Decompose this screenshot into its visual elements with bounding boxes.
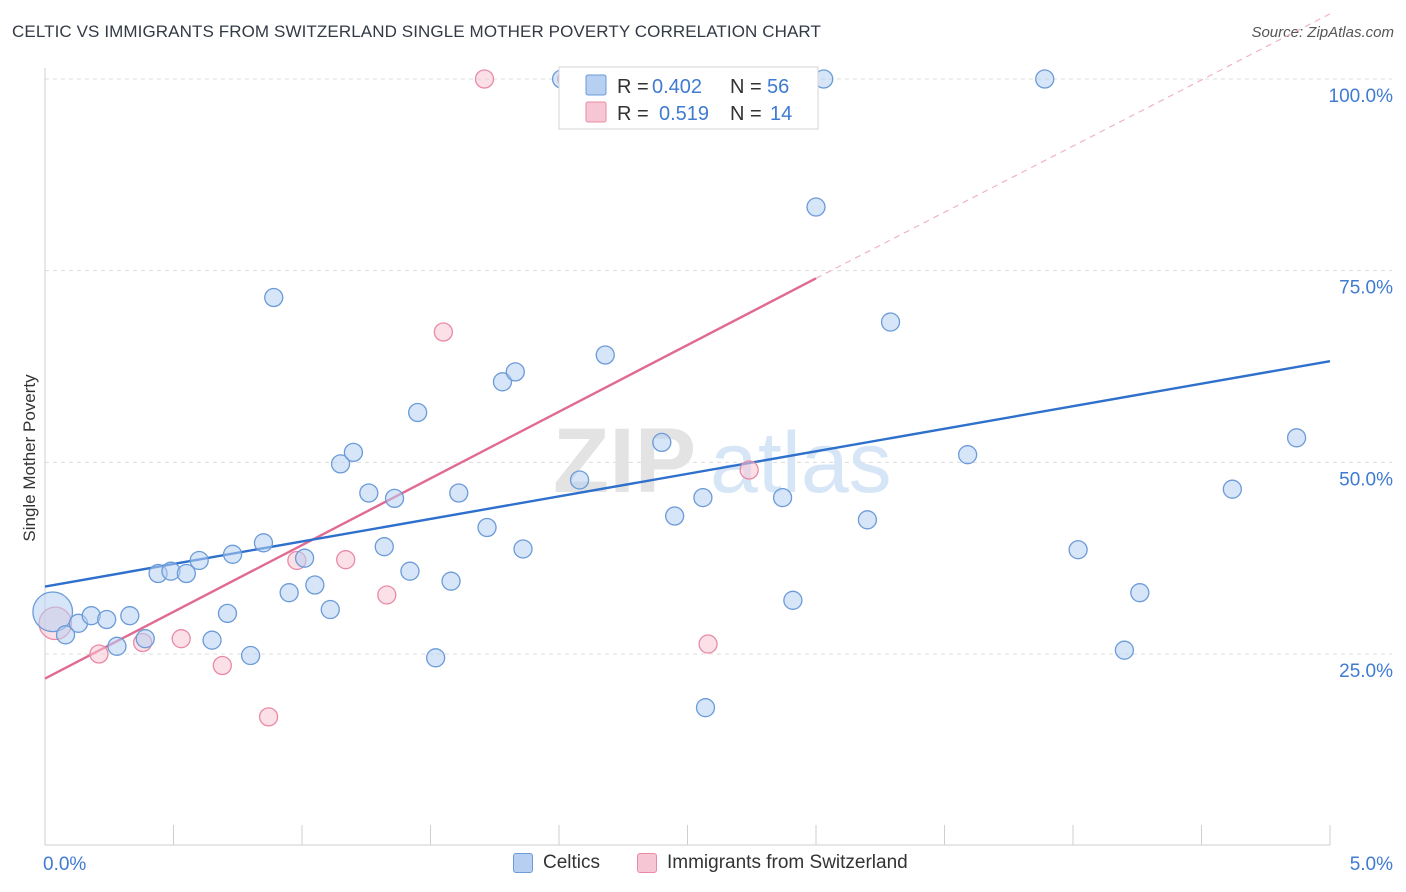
axes — [44, 68, 1331, 846]
x-tick-label: 0.0% — [43, 854, 86, 875]
point-celtic — [407, 402, 428, 423]
point-celtic — [294, 548, 315, 568]
point-swiss — [698, 634, 718, 654]
y-tick-label: 100.0% — [1329, 86, 1394, 107]
point-swiss — [474, 69, 495, 89]
point-celtic — [505, 362, 525, 382]
point-celtic — [359, 483, 379, 503]
point-celtic — [569, 470, 590, 490]
point-celtic — [449, 483, 469, 503]
legend-r-value-celtics: 0.402 — [652, 76, 702, 98]
point-celtic — [222, 544, 243, 564]
point-celtic — [240, 645, 261, 666]
point-celtic — [120, 606, 140, 626]
point-celtic — [695, 698, 716, 718]
point-celtic — [1286, 428, 1307, 448]
legend-r-label-swiss: R = — [617, 103, 649, 125]
point-celtic — [1114, 640, 1135, 660]
point-celtic — [857, 510, 878, 530]
point-celtic — [264, 287, 284, 308]
point-celtic — [55, 625, 76, 645]
point-celtic — [1130, 583, 1150, 603]
point-celtic — [693, 487, 713, 508]
point-celtic — [1222, 479, 1242, 499]
watermark-atlas: atlas — [710, 415, 892, 511]
legend-n-value-swiss: 14 — [770, 103, 792, 125]
legend-swatch-swiss — [585, 101, 607, 123]
point-celtic — [665, 506, 685, 526]
legend-bottom-swatch-celtics — [513, 853, 533, 873]
legend-label-swiss: Immigrants from Switzerland — [667, 852, 908, 873]
point-celtic — [279, 583, 299, 603]
point-celtic — [343, 442, 364, 463]
point-celtic — [492, 372, 513, 392]
legend-n-label-swiss: N = — [730, 103, 762, 125]
point-swiss — [89, 644, 109, 664]
point-celtic — [1068, 540, 1088, 560]
legend-bottom: Celtics Immigrants from Switzerland — [0, 852, 1406, 880]
point-celtic — [384, 488, 405, 509]
point-swiss — [739, 460, 759, 480]
y-tick-label: 75.0% — [1339, 278, 1393, 299]
tick-labels: 25.0% 50.0% 75.0% 100.0% 0.0% 5.0% — [43, 86, 1393, 875]
point-celtic — [253, 533, 274, 553]
legend-item-swiss: Immigrants from Switzerland — [637, 852, 908, 874]
point-swiss — [212, 655, 232, 676]
point-swiss — [336, 550, 356, 570]
point-celtic — [202, 630, 222, 650]
data-points — [32, 69, 1307, 727]
legend-n-value-celtics: 56 — [767, 76, 789, 98]
legend-top: R = 0.402 N = 56 R = 0.519 N = 14 — [558, 66, 819, 130]
point-celtic — [880, 312, 901, 332]
point-celtic — [176, 563, 197, 584]
watermark: ZIP atlas — [553, 410, 892, 512]
trend-line-swiss — [44, 277, 817, 680]
point-celtic — [513, 539, 533, 559]
legend-label-celtics: Celtics — [543, 852, 601, 873]
point-celtic — [217, 603, 238, 624]
point-celtic — [595, 345, 615, 365]
legend-r-value-swiss: 0.519 — [659, 103, 709, 125]
point-swiss — [377, 585, 397, 605]
point-celtic — [477, 517, 497, 538]
point-celtic — [652, 432, 672, 453]
point-celtic — [1035, 69, 1055, 89]
point-celtic — [135, 629, 155, 649]
point-celtic — [189, 550, 209, 571]
point-celtic — [772, 487, 793, 508]
point-celtic — [32, 591, 74, 633]
point-celtic — [400, 561, 420, 581]
point-celtic — [425, 648, 446, 668]
point-celtic — [305, 575, 325, 595]
point-celtic — [330, 454, 351, 474]
point-celtic — [806, 197, 826, 217]
point-swiss — [433, 322, 454, 342]
legend-bottom-swatch-swiss — [637, 853, 657, 873]
point-celtic — [957, 445, 978, 465]
point-celtic — [97, 609, 117, 630]
source-label: Source: ZipAtlas.com — [1251, 24, 1394, 41]
point-swiss — [258, 707, 279, 727]
legend-swatch-celtics — [585, 74, 607, 96]
point-celtic — [374, 537, 394, 557]
y-axis-label: Single Mother Poverty — [20, 374, 39, 542]
trend-line-swiss-extension — [815, 13, 1331, 279]
y-tick-label: 50.0% — [1339, 469, 1393, 490]
x-tick-label: 5.0% — [1350, 854, 1393, 875]
legend-r-label-celtics: R = — [617, 76, 649, 98]
point-celtic — [783, 590, 803, 610]
point-swiss — [171, 629, 191, 649]
legend-n-label-celtics: N = — [730, 76, 762, 98]
y-tick-label: 25.0% — [1339, 661, 1393, 682]
point-celtic — [320, 599, 340, 620]
chart-title: CELTIC VS IMMIGRANTS FROM SWITZERLAND SI… — [12, 22, 821, 41]
point-celtic — [441, 571, 461, 591]
watermark-zip: ZIP — [553, 410, 696, 512]
point-celtic — [107, 636, 127, 656]
grid-lines — [45, 78, 1392, 655]
legend-item-celtics: Celtics — [513, 852, 600, 874]
